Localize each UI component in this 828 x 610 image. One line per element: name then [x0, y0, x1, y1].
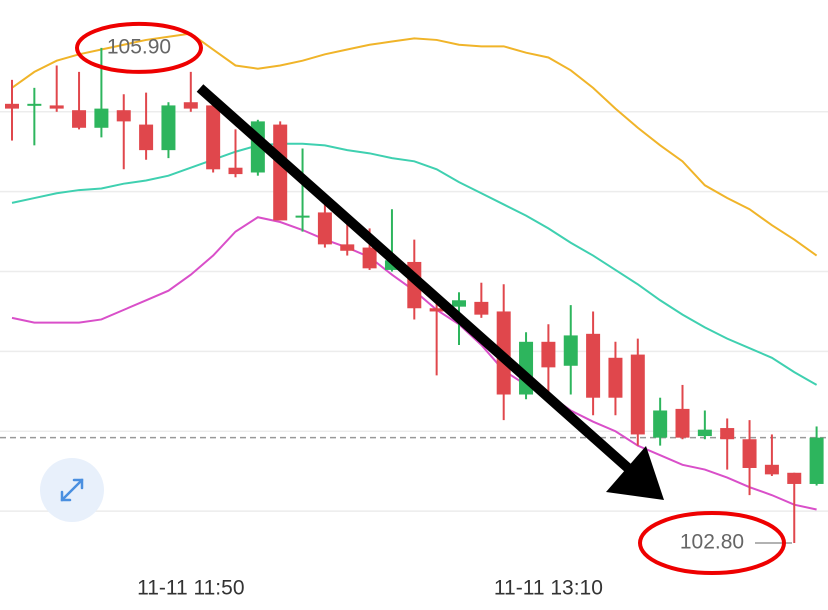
annotation-circle [75, 21, 203, 74]
x-tick-label: 11-11 11:50 [137, 577, 244, 600]
candle-body [586, 333, 601, 398]
expand-button[interactable] [40, 458, 104, 522]
candle-body [474, 301, 489, 315]
candle-body [787, 472, 802, 484]
arrow-head [606, 446, 664, 500]
band-line [11, 32, 818, 257]
annotation-label: 102.80 [680, 531, 744, 554]
candle-body [72, 110, 87, 128]
candle-body [809, 437, 824, 484]
candle-body [116, 110, 131, 122]
candle-body [764, 464, 779, 475]
candle-body [429, 308, 444, 312]
candle-body [452, 300, 466, 307]
candle-body [94, 108, 109, 128]
candle-body [206, 105, 221, 170]
candle-body [563, 335, 578, 366]
candle-body [697, 429, 712, 437]
candle-body [384, 260, 399, 270]
candle-body [742, 439, 757, 468]
candle-body [608, 357, 623, 398]
candle-body [161, 105, 176, 151]
candle-body [675, 408, 690, 438]
x-tick-label: 11-11 13:10 [494, 577, 603, 600]
candles [5, 47, 824, 544]
candle-body [228, 167, 243, 175]
grid [0, 111, 828, 512]
annotations: 105.90 102.80 [75, 21, 792, 576]
candle-body [5, 103, 19, 109]
annotation-circle [638, 511, 786, 576]
candle-body [183, 102, 198, 109]
band-line [11, 142, 818, 386]
trend-arrow [196, 84, 664, 500]
candle-body [273, 124, 288, 221]
x-axis: 11-11 11:50 11-11 13:10 [137, 577, 603, 600]
candle-body [653, 410, 668, 438]
candle-body [49, 105, 64, 109]
arrow-shaft [196, 84, 632, 472]
expand-icon [60, 478, 84, 502]
candle-body [541, 341, 556, 368]
candle-body [139, 124, 154, 151]
annotation-label: 105.90 [107, 35, 171, 58]
candle-body [340, 244, 355, 251]
candle-body [720, 428, 735, 440]
candle-body [630, 354, 645, 435]
candle-body [27, 103, 42, 106]
candle-body [317, 212, 332, 245]
candle-body [362, 247, 377, 269]
candle-body [295, 215, 310, 218]
